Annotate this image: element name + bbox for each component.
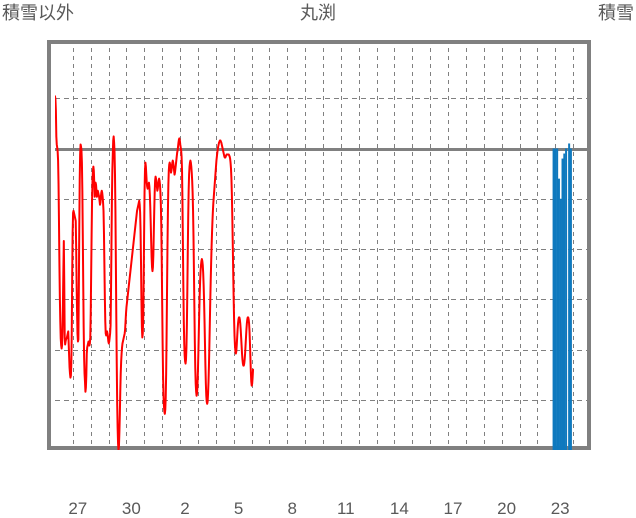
chart-title: 丸渕 xyxy=(300,3,336,23)
left-axis-title: 積雪以外 xyxy=(2,3,74,23)
plot-inner xyxy=(55,48,591,450)
gridlines xyxy=(55,48,591,450)
right-axis-title: 積雪 xyxy=(598,3,634,23)
x-axis-tick: 20 xyxy=(497,499,517,518)
snow-depth-bars xyxy=(552,143,572,450)
chart-root: 積雪以外 丸渕 積雪 1050-5-10-15-20-25-30 8070605… xyxy=(2,3,634,517)
x-axis-tick: 5 xyxy=(233,499,244,518)
plot-wrap: 1050-5-10-15-20-25-30 80706050403020100 … xyxy=(47,40,591,517)
x-axis-tick: 27 xyxy=(68,499,88,518)
plot-area xyxy=(47,40,591,450)
x-axis-tick: 14 xyxy=(389,499,409,518)
non-snow-line xyxy=(55,95,255,450)
x-axis-tick: 2 xyxy=(180,499,190,518)
x-axis-tick: 11 xyxy=(336,499,355,518)
x-axis-tick: 8 xyxy=(287,499,297,518)
x-axis-tick: 23 xyxy=(550,499,570,518)
zero-line xyxy=(55,148,591,151)
x-axis-tick: 17 xyxy=(443,499,463,518)
x-axis-tick: 30 xyxy=(121,499,141,518)
